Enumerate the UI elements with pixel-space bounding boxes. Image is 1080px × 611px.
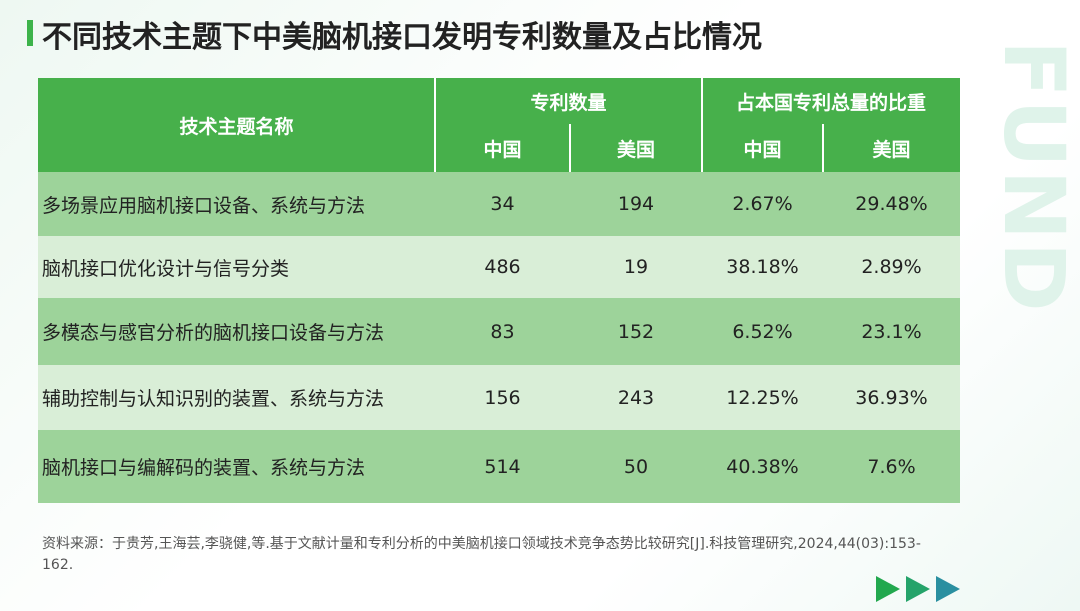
arrows bbox=[876, 576, 960, 602]
divider bbox=[701, 78, 703, 172]
header-cell: 中国 bbox=[435, 124, 570, 172]
table-cell: 辅助控制与认知识别的装置、系统与方法 bbox=[38, 365, 435, 430]
table-cell: 152 bbox=[570, 298, 702, 365]
table-cell: 156 bbox=[435, 365, 570, 430]
header-cell: 专利数量 bbox=[435, 78, 702, 124]
table-cell: 514 bbox=[435, 430, 570, 503]
table-cell: 23.1% bbox=[823, 298, 960, 365]
divider bbox=[434, 78, 436, 172]
header-cell: 占本国专利总量的比重 bbox=[702, 78, 960, 124]
divider bbox=[569, 124, 571, 172]
header-cell: 技术主题名称 bbox=[38, 78, 435, 172]
title: 不同技术主题下中美脑机接口发明专利数量及占比情况 bbox=[42, 20, 762, 55]
table-cell: 83 bbox=[435, 298, 570, 365]
table-cell: 50 bbox=[570, 430, 702, 503]
table-cell: 34 bbox=[435, 172, 570, 236]
watermark: FREES FUND bbox=[985, 40, 1080, 314]
source-note: 资料来源：于贵芳,王海芸,李骁健,等.基于文献计量和专利分析的中美脑机接口领域技… bbox=[42, 536, 921, 573]
table-cell: 19 bbox=[570, 236, 702, 298]
table-cell: 6.52% bbox=[702, 298, 823, 365]
table-cell: 40.38% bbox=[702, 430, 823, 503]
header-cell: 美国 bbox=[823, 124, 960, 172]
table-cell: 486 bbox=[435, 236, 570, 298]
table-cell: 7.6% bbox=[823, 430, 960, 503]
divider bbox=[822, 124, 824, 172]
table-cell: 36.93% bbox=[823, 365, 960, 430]
title-accent bbox=[27, 20, 33, 46]
table-cell: 243 bbox=[570, 365, 702, 430]
table-cell: 38.18% bbox=[702, 236, 823, 298]
table-cell: 多场景应用脑机接口设备、系统与方法 bbox=[38, 172, 435, 236]
table-cell: 脑机接口与编解码的装置、系统与方法 bbox=[38, 430, 435, 503]
table-cell: 2.89% bbox=[823, 236, 960, 298]
table-cell: 194 bbox=[570, 172, 702, 236]
header-cell: 中国 bbox=[702, 124, 823, 172]
header-cell: 美国 bbox=[570, 124, 702, 172]
table-cell: 多模态与感官分析的脑机接口设备与方法 bbox=[38, 298, 435, 365]
table-cell: 脑机接口优化设计与信号分类 bbox=[38, 236, 435, 298]
table-cell: 2.67% bbox=[702, 172, 823, 236]
table-cell: 29.48% bbox=[823, 172, 960, 236]
table-cell: 12.25% bbox=[702, 365, 823, 430]
